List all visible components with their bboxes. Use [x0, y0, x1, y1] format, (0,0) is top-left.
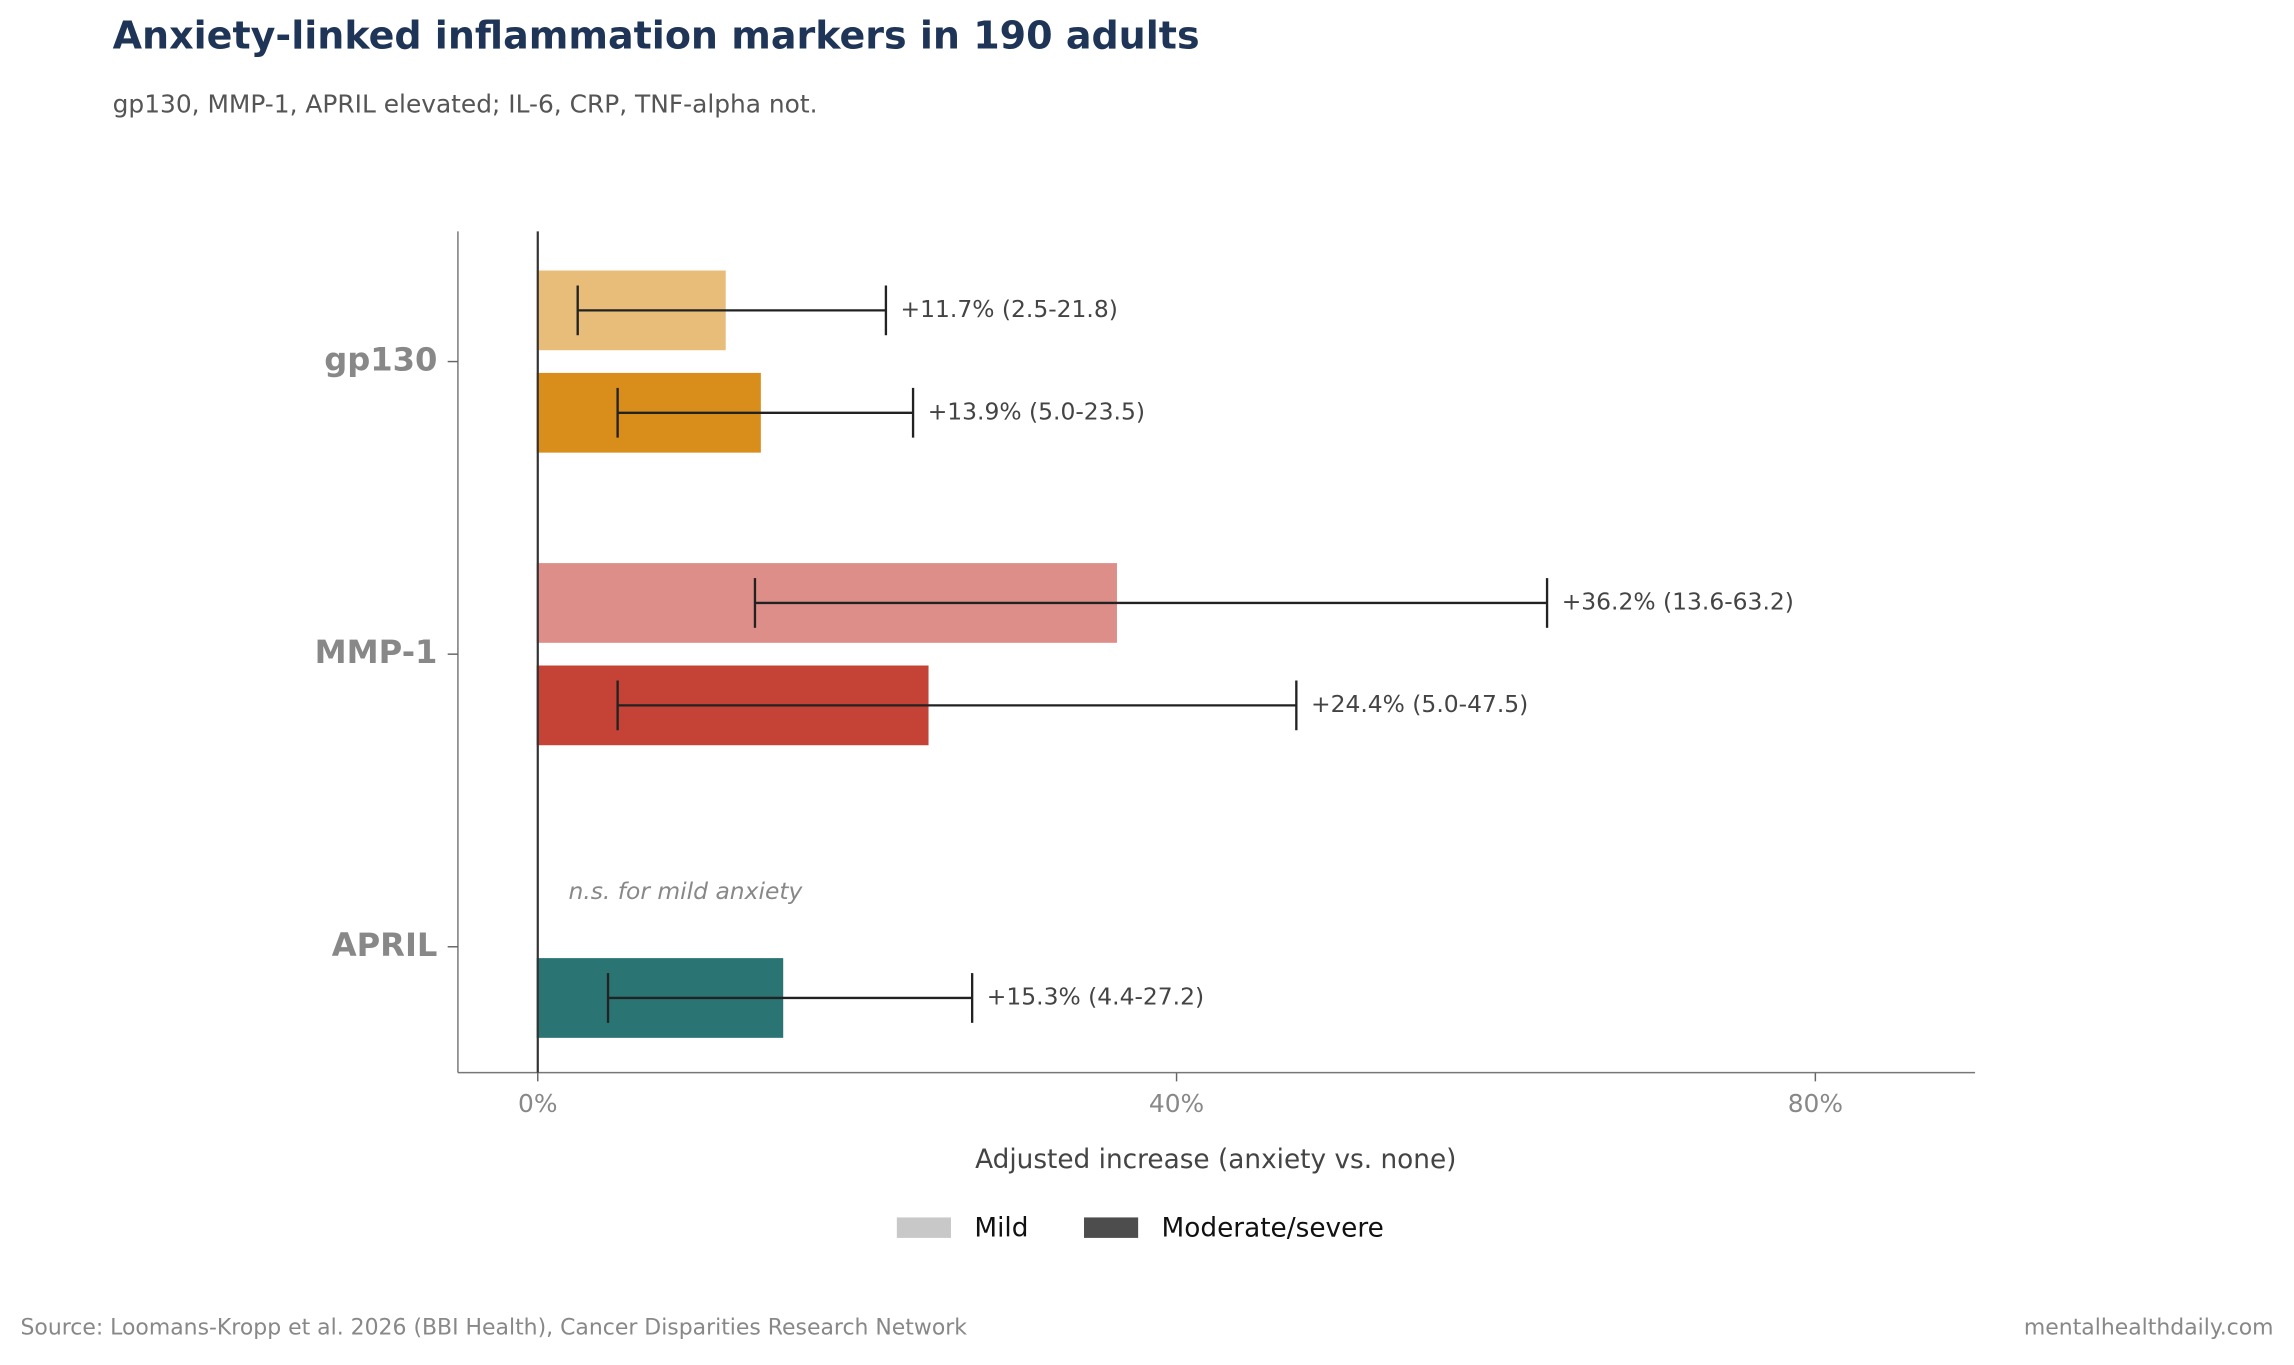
y-tick-label: APRIL — [332, 926, 438, 964]
value-label: +36.2% (13.6-63.2) — [1562, 587, 1794, 615]
x-tick-label: 40% — [1149, 1089, 1204, 1118]
source: Source: Loomans-Kropp et al. 2026 (BBI H… — [20, 1316, 967, 1341]
value-label: +13.9% (5.0-23.5) — [928, 397, 1145, 425]
legend-label: Moderate/severe — [1162, 1214, 1384, 1244]
value-label: +11.7% (2.5-21.8) — [901, 295, 1118, 323]
value-label: +15.3% (4.4-27.2) — [987, 982, 1204, 1010]
error-bar — [606, 973, 974, 1023]
credit: mentalhealthdaily.com — [2024, 1316, 2274, 1341]
legend-label: Mild — [974, 1214, 1028, 1244]
annotation: n.s. for mild anxiety — [568, 877, 803, 905]
x-axis-label: Adjusted increase (anxiety vs. none) — [975, 1145, 1456, 1175]
chart-title: Anxiety-linked inflammation markers in 1… — [113, 14, 1200, 58]
value-label: +24.4% (5.0-47.5) — [1311, 690, 1528, 718]
error-bar — [753, 578, 1549, 628]
x-tick-label: 80% — [1788, 1089, 1843, 1118]
y-tick-label: gp130 — [324, 341, 437, 379]
legend-swatch — [1084, 1217, 1139, 1238]
error-bar — [616, 680, 1298, 731]
x-tick-label: 0% — [518, 1089, 557, 1118]
error-bar — [616, 387, 915, 438]
error-bar — [576, 285, 888, 336]
legend-swatch — [896, 1217, 951, 1238]
y-tick-label: MMP-1 — [315, 633, 438, 671]
chart-subtitle: gp130, MMP-1, APRIL elevated; IL-6, CRP,… — [113, 90, 818, 119]
